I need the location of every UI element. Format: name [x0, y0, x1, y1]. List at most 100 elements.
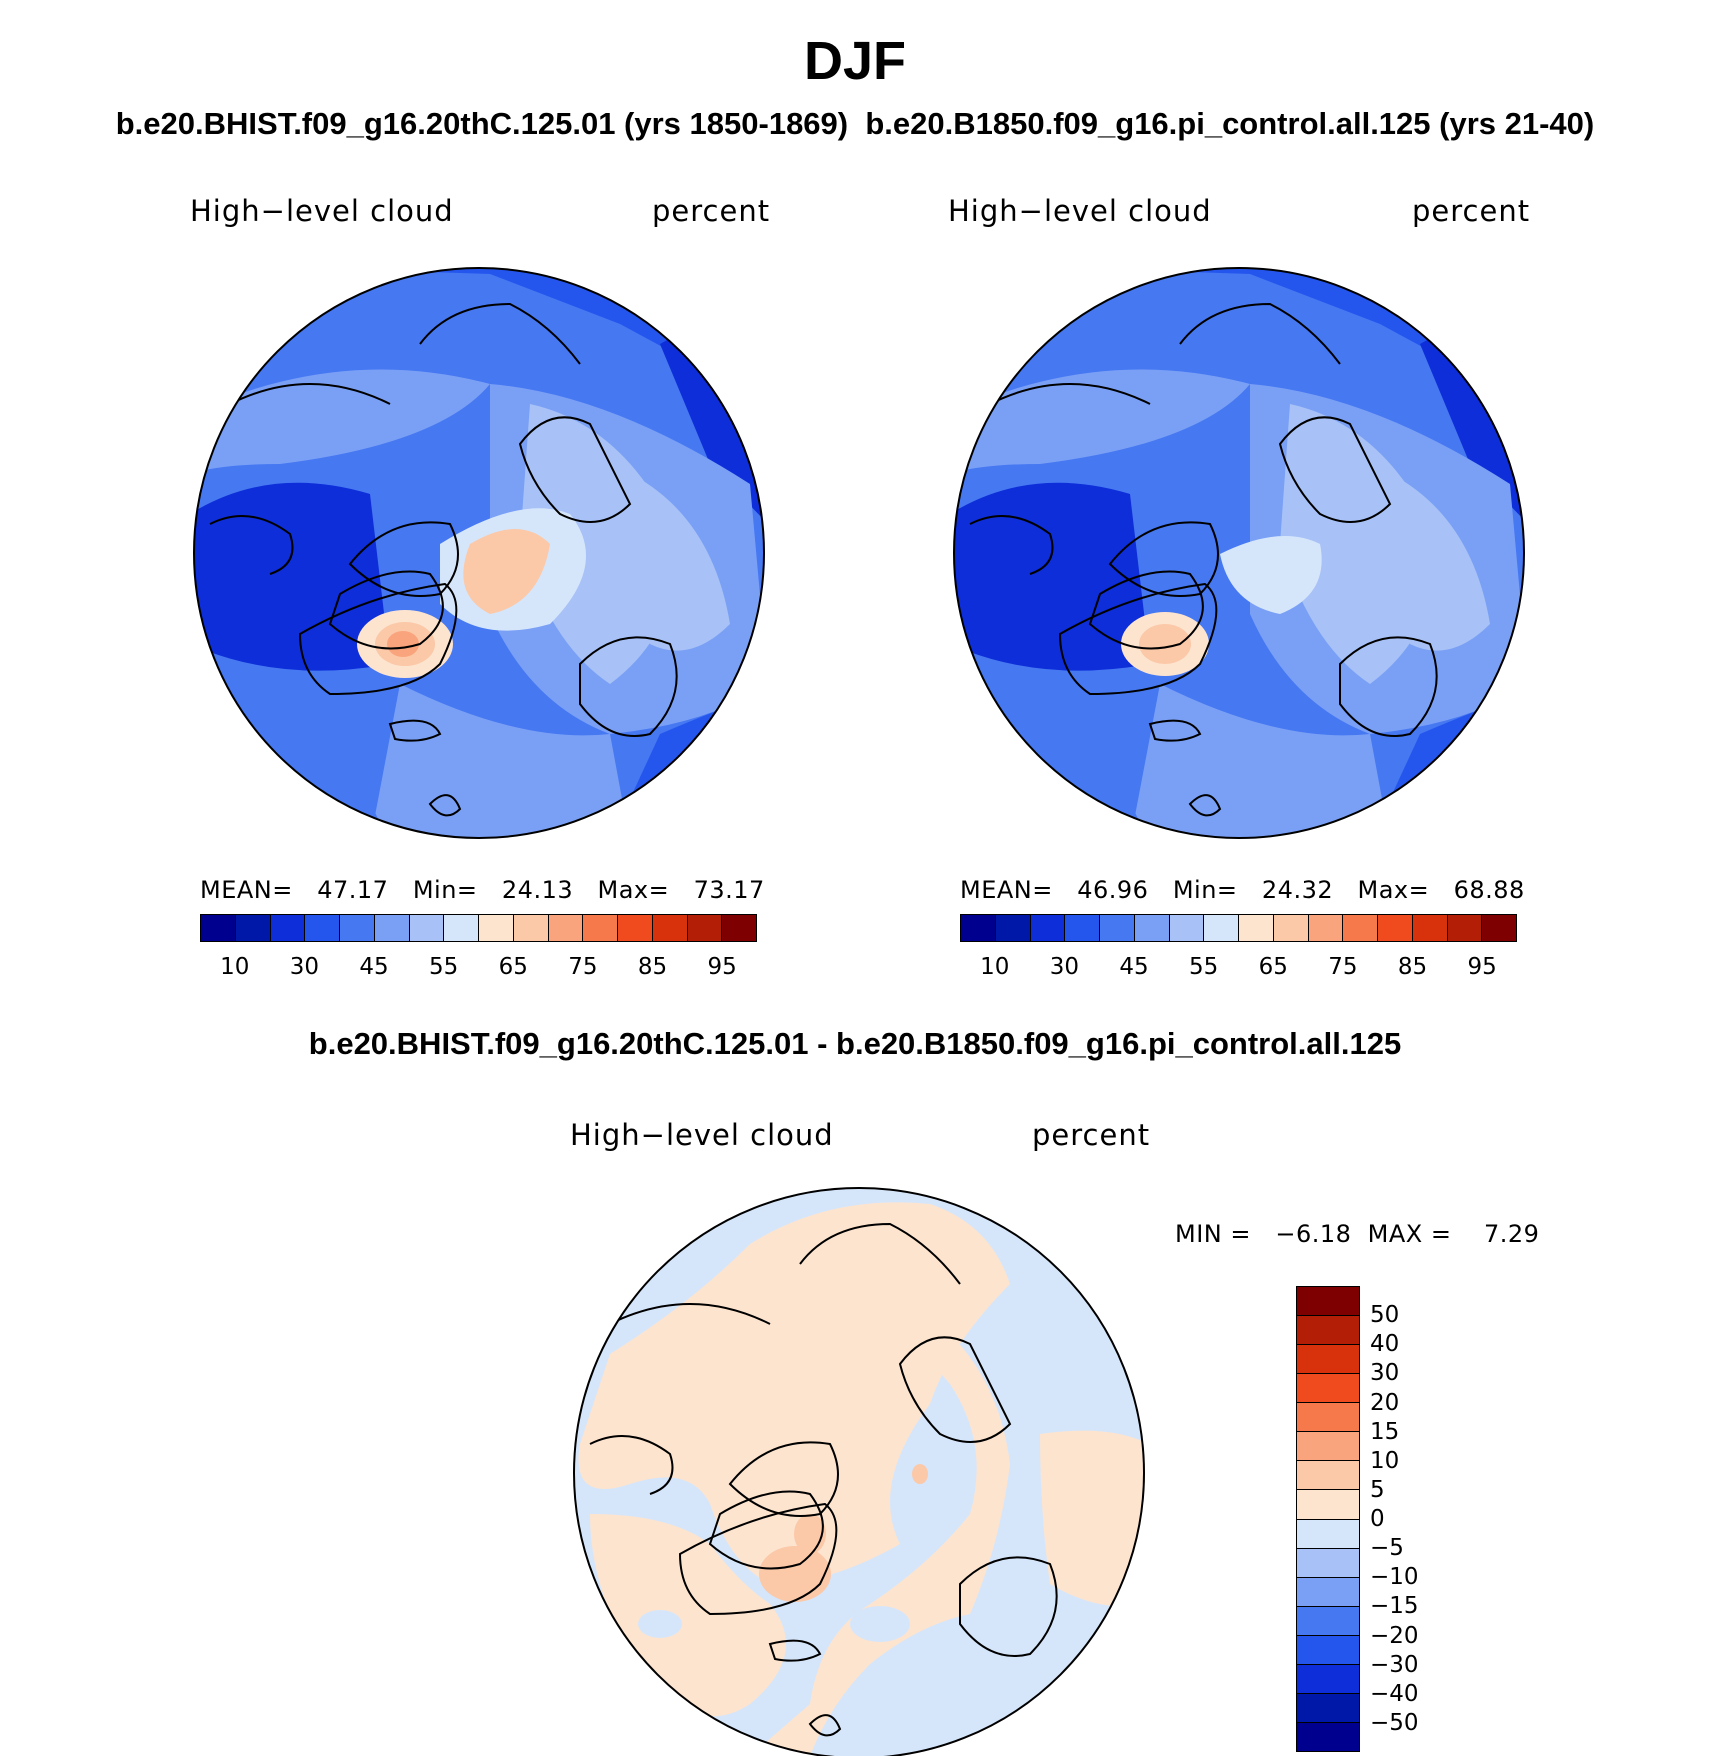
colorbar-label: −15 [1370, 1593, 1419, 1620]
colorbar-box [722, 915, 756, 941]
colorbar-label: 30 [1049, 954, 1080, 980]
colorbar-label: 0 [1370, 1506, 1385, 1532]
colorbar-box [583, 915, 618, 941]
colorbar-box [1134, 915, 1170, 941]
colorbar-box [1297, 1664, 1359, 1694]
colorbar-label: 75 [568, 954, 598, 980]
colorbar-box [1204, 915, 1239, 941]
difference-colorbar-labels: 50 40 30 20 15 10 5 0 −5 −10 −15 −20 −30 −40 −50 [1370, 1286, 1490, 1750]
colorbar-box [1030, 915, 1066, 941]
panel1-colorbar [200, 914, 757, 942]
panel1-stats: MEAN= 47.17 Min= 24.13 Max= 73.17 [200, 876, 765, 904]
colorbar-box [1378, 915, 1413, 941]
panel2-colorbar [960, 914, 1517, 942]
colorbar-box [1297, 1432, 1359, 1462]
colorbar-label: 45 [359, 954, 389, 980]
colorbar-label: 5 [1370, 1476, 1385, 1503]
colorbar-box [687, 915, 723, 941]
colorbar-box [1297, 1490, 1359, 1520]
colorbar-box [1297, 1345, 1359, 1375]
colorbar-box [1297, 1287, 1359, 1317]
colorbar-box [618, 915, 653, 941]
colorbar-label: −30 [1370, 1651, 1419, 1678]
colorbar-box [1297, 1635, 1359, 1665]
difference-title: b.e20.BHIST.f09_g16.20thC.125.01 - b.e20… [308, 1026, 1402, 1061]
colorbar-label: −20 [1370, 1622, 1419, 1649]
colorbar-box [1297, 1577, 1359, 1607]
panel1-colorbar-labels: 10 30 45 55 65 75 85 95 [200, 954, 755, 984]
colorbar-box [235, 915, 271, 941]
diff-units: percent [1032, 1118, 1151, 1152]
colorbar-box [1447, 915, 1483, 941]
figure-subtitle: b.e20.BHIST.f09_g16.20thC.125.01 (yrs 18… [0, 106, 1710, 142]
colorbar-box [270, 915, 306, 941]
figure-title: DJF [803, 31, 906, 91]
colorbar-label: 65 [1258, 954, 1288, 980]
colorbar-box [1297, 1722, 1359, 1751]
colorbar-box [961, 915, 996, 941]
colorbar-label: 85 [1397, 954, 1428, 980]
difference-colorbar [1296, 1286, 1360, 1752]
diff-stats: MIN = −6.18 MAX = 7.29 [1175, 1220, 1540, 1248]
colorbar-box [374, 915, 410, 941]
colorbar-box [444, 915, 479, 941]
colorbar-box [479, 915, 514, 941]
colorbar-label: 65 [498, 954, 528, 980]
colorbar-box [1100, 915, 1135, 941]
colorbar-box [652, 915, 688, 941]
colorbar-box [1297, 1519, 1359, 1549]
colorbar-label: 40 [1370, 1331, 1400, 1358]
colorbar-label: 95 [1467, 954, 1497, 980]
colorbar-label: 10 [1370, 1447, 1400, 1474]
colorbar-box [513, 915, 549, 941]
colorbar-label: 95 [707, 954, 737, 980]
colorbar-label: −40 [1370, 1680, 1419, 1707]
colorbar-label: 10 [220, 954, 250, 980]
colorbar-label: 30 [1370, 1360, 1400, 1387]
colorbar-box [1065, 915, 1100, 941]
colorbar-box [1297, 1403, 1359, 1433]
colorbar-label: 15 [1370, 1418, 1400, 1445]
subtitle-left: b.e20.BHIST.f09_g16.20thC.125.01 (yrs 18… [115, 106, 849, 141]
diff-variable: High−level cloud [570, 1118, 834, 1152]
subtitle-right: b.e20.B1850.f09_g16.pi_control.all.125 (… [865, 106, 1595, 141]
colorbar-label: 55 [429, 954, 459, 980]
colorbar-box [1308, 915, 1344, 941]
panel2-colorbar-labels: 10 30 45 55 65 75 85 95 [960, 954, 1515, 984]
panel2-variable: High−level cloud [948, 194, 1212, 228]
colorbar-label: 85 [637, 954, 668, 980]
colorbar-label: −10 [1370, 1564, 1419, 1591]
colorbar-box [305, 915, 340, 941]
colorbar-box [1239, 915, 1274, 941]
colorbar-box [1297, 1606, 1359, 1636]
panel1-units: percent [652, 194, 771, 228]
panel2-units: percent [1412, 194, 1531, 228]
panel1-variable: High−level cloud [190, 194, 454, 228]
panel2-stats: MEAN= 46.96 Min= 24.32 Max= 68.88 [960, 876, 1525, 904]
colorbar-label: 75 [1328, 954, 1358, 980]
colorbar-box [1169, 915, 1205, 941]
colorbar-label: −50 [1370, 1709, 1419, 1736]
colorbar-box [1297, 1374, 1359, 1404]
colorbar-label: 55 [1189, 954, 1219, 980]
colorbar-label: −5 [1370, 1535, 1404, 1562]
difference-polar-map [573, 1187, 1145, 1756]
colorbar-box [1482, 915, 1516, 941]
colorbar-label: 50 [1370, 1302, 1400, 1329]
colorbar-label: 45 [1119, 954, 1149, 980]
colorbar-label: 10 [980, 954, 1010, 980]
colorbar-label: 30 [289, 954, 320, 980]
colorbar-box [1297, 1693, 1359, 1723]
colorbar-box [340, 915, 375, 941]
colorbar-box [1343, 915, 1378, 941]
colorbar-box [1297, 1461, 1359, 1491]
colorbar-label: 20 [1370, 1389, 1400, 1416]
colorbar-box [1297, 1316, 1359, 1346]
colorbar-box [1412, 915, 1448, 941]
colorbar-box [201, 915, 236, 941]
colorbar-box [548, 915, 584, 941]
colorbar-box [1297, 1548, 1359, 1578]
colorbar-box [409, 915, 445, 941]
panel1-polar-map [193, 267, 765, 839]
colorbar-box [1273, 915, 1309, 941]
